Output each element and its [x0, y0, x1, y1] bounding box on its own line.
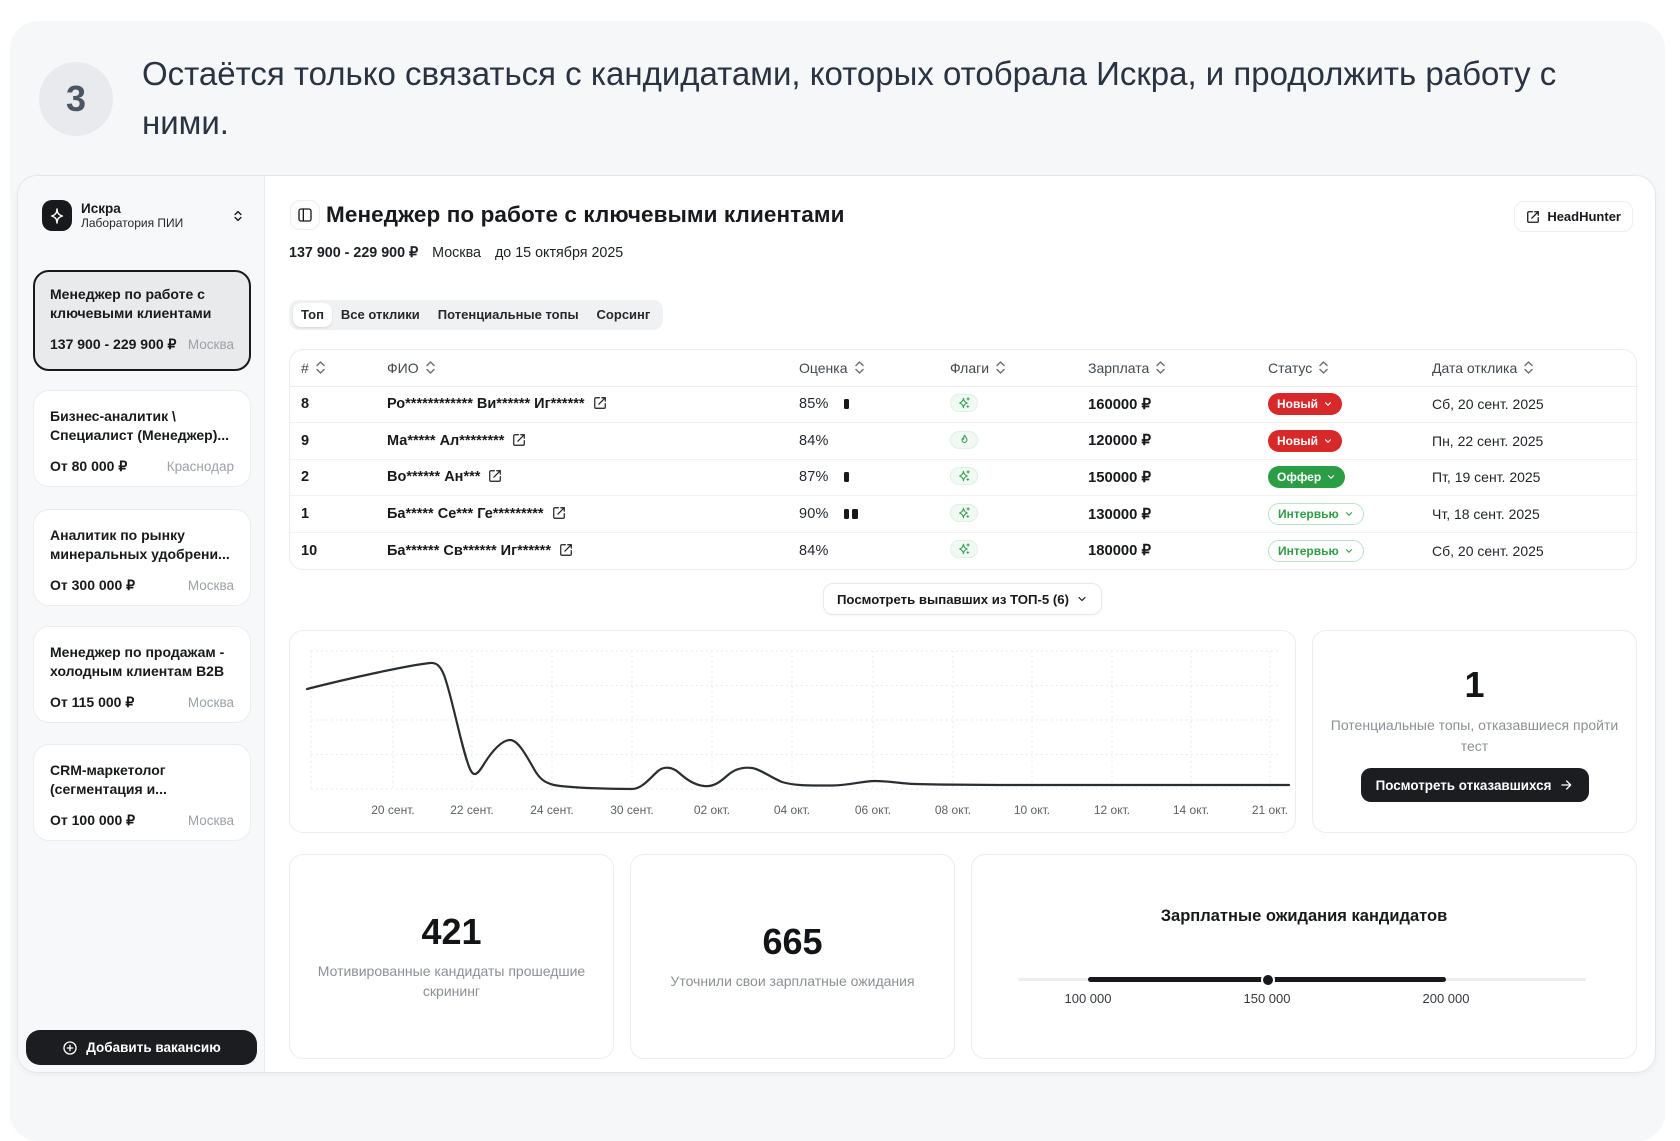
svg-text:06 окт.: 06 окт.: [855, 803, 891, 817]
svg-text:10 окт.: 10 окт.: [1014, 803, 1050, 817]
svg-text:08 окт.: 08 окт.: [935, 803, 971, 817]
svg-text:21 окт.: 21 окт.: [1252, 803, 1288, 817]
svg-text:14 окт.: 14 окт.: [1173, 803, 1209, 817]
svg-text:12 окт.: 12 окт.: [1094, 803, 1130, 817]
svg-text:02 окт.: 02 окт.: [694, 803, 730, 817]
svg-text:20 сент.: 20 сент.: [371, 803, 414, 817]
svg-text:30 сент.: 30 сент.: [610, 803, 653, 817]
svg-text:04 окт.: 04 окт.: [774, 803, 810, 817]
svg-text:24 сент.: 24 сент.: [530, 803, 573, 817]
svg-text:22 сент.: 22 сент.: [450, 803, 493, 817]
